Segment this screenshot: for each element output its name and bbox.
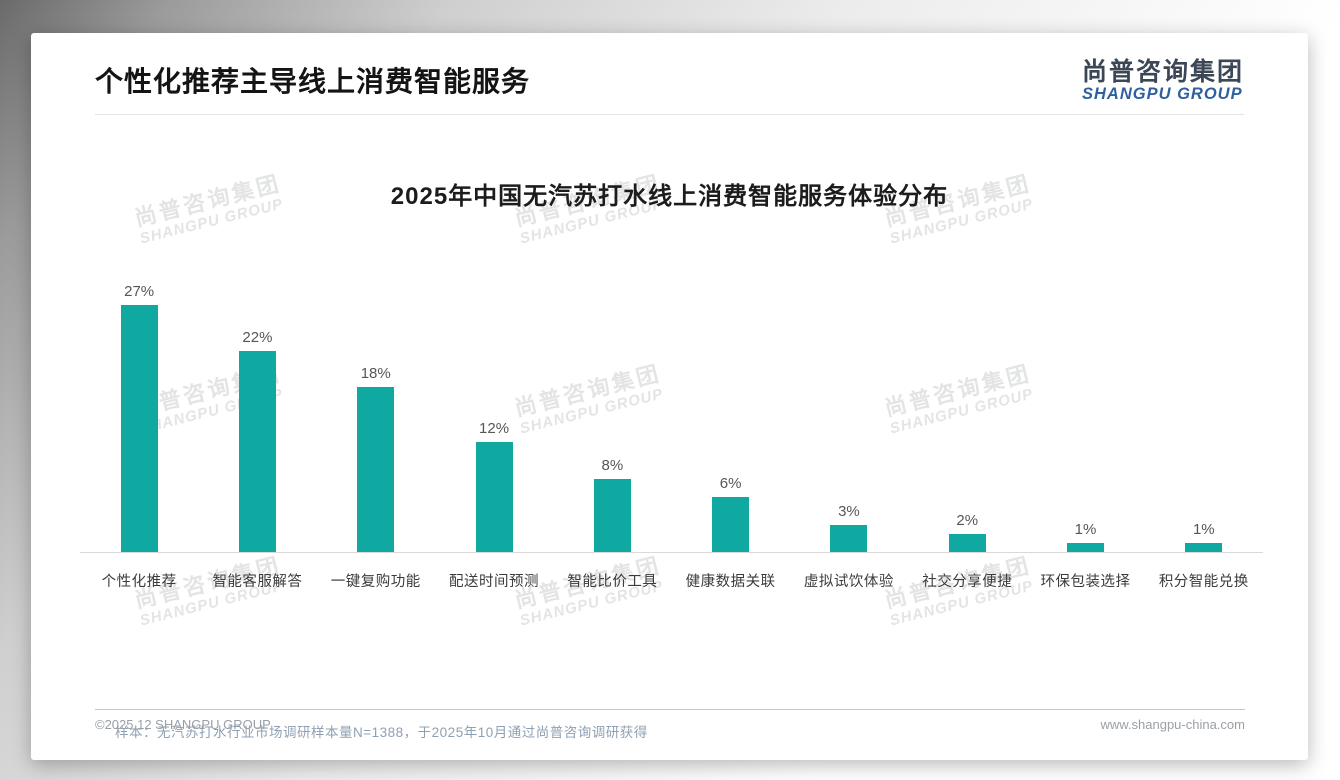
page-title: 个性化推荐主导线上消费智能服务 bbox=[95, 66, 531, 97]
header: 个性化推荐主导线上消费智能服务 尚普咨询集团 SHANGPU GROUP bbox=[95, 33, 1244, 115]
bar-column: 1% bbox=[1026, 521, 1144, 552]
bar bbox=[238, 351, 276, 552]
bar-value-label: 2% bbox=[956, 512, 979, 529]
x-axis-label: 配送时间预测 bbox=[449, 574, 540, 590]
bar-column: 3% bbox=[790, 503, 908, 552]
copyright-text: ©2025.12 SHANGPU GROUP bbox=[95, 717, 271, 732]
bar-column: 2% bbox=[908, 512, 1026, 552]
bar-value-label: 1% bbox=[1192, 521, 1215, 538]
slide-card: 尚普咨询集团 SHANGPU GROUP 尚普咨询集团 SHANGPU GROUP 尚普… bbox=[31, 33, 1308, 760]
x-axis-labels: 个性化推荐 智能客服解答 一键复购功能 配送时间预测 智能比价工具 健康数据关联 虚拟试饮体… bbox=[80, 570, 1263, 591]
bar bbox=[120, 305, 158, 552]
x-axis-label: 健康数据关联 bbox=[685, 574, 776, 590]
bar-column: 1% bbox=[1145, 521, 1263, 552]
bar-value-label: 1% bbox=[1074, 521, 1097, 538]
website-url: www.shangpu-china.com bbox=[1100, 717, 1245, 732]
bar-column: 18% bbox=[317, 365, 435, 552]
company-logo: 尚普咨询集团 SHANGPU GROUP bbox=[1081, 57, 1244, 114]
chart-title: 2025年中国无汽苏打水线上消费智能服务体验分布 bbox=[390, 183, 949, 210]
bar-value-label: 27% bbox=[124, 283, 155, 300]
bar-column: 22% bbox=[198, 329, 316, 552]
x-axis-label: 积分智能兑换 bbox=[1158, 574, 1249, 590]
footer-divider bbox=[95, 709, 1245, 710]
sample-note: 样本：无汽苏打水行业市场调研样本量N=1388，于2025年10月通过尚普咨询调… bbox=[115, 725, 648, 740]
bar-chart: 27% 22% 18% 12% 8% 6% 3% 2% 1% 1% bbox=[80, 268, 1263, 553]
x-axis-label: 智能客服解答 bbox=[212, 574, 303, 590]
bar bbox=[475, 442, 513, 552]
bar-value-label: 6% bbox=[719, 475, 742, 492]
bar bbox=[712, 497, 750, 552]
bar-column: 12% bbox=[435, 420, 553, 552]
bar-value-label: 18% bbox=[360, 365, 391, 382]
bar-column: 6% bbox=[671, 475, 789, 552]
bar bbox=[1067, 543, 1105, 552]
bar bbox=[830, 525, 868, 552]
bar-value-label: 8% bbox=[601, 457, 624, 474]
logo-text-cn: 尚普咨询集团 bbox=[1081, 57, 1244, 86]
logo-text-en: SHANGPU GROUP bbox=[1081, 85, 1243, 103]
x-axis-label: 社交分享便捷 bbox=[922, 574, 1013, 590]
bar-column: 8% bbox=[553, 457, 671, 552]
bar bbox=[948, 534, 986, 552]
bar-value-label: 3% bbox=[838, 503, 860, 520]
bar bbox=[1185, 543, 1223, 552]
footer: ©2025.12 SHANGPU GROUP www.shangpu-china… bbox=[95, 717, 1245, 732]
bar bbox=[357, 387, 395, 552]
bar-value-label: 12% bbox=[479, 420, 510, 437]
x-axis-label: 虚拟试饮体验 bbox=[803, 574, 894, 590]
x-axis-label: 一键复购功能 bbox=[330, 574, 421, 590]
x-axis-label: 环保包装选择 bbox=[1040, 574, 1131, 590]
bar-value-label: 22% bbox=[242, 329, 273, 346]
bar-column: 27% bbox=[80, 283, 198, 552]
bar bbox=[593, 479, 631, 552]
x-axis-label: 个性化推荐 bbox=[101, 574, 177, 590]
x-axis-label: 智能比价工具 bbox=[567, 574, 658, 590]
